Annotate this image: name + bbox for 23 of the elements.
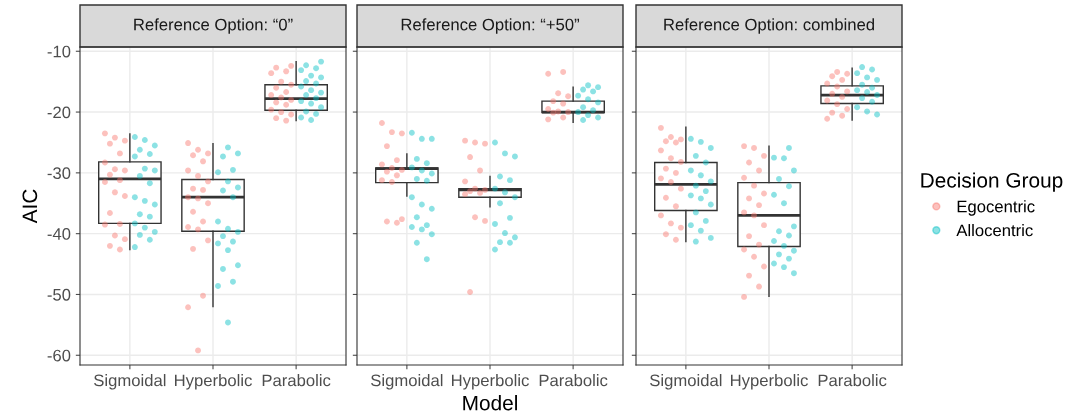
x-tick-label: Hyperbolic [731, 374, 808, 390]
x-tick-label: Parabolic [262, 374, 331, 387]
x-tick-label: Sigmoidal [650, 374, 722, 390]
legend-title: Decision Group [921, 172, 1063, 192]
y-axis-title: AIC [22, 189, 38, 224]
y-tick-label: -50 [47, 288, 71, 301]
chart-title: Reference Option: “0” [134, 18, 293, 34]
y-tick-label: -20 [47, 106, 71, 119]
x-tick-label: Parabolic [818, 374, 887, 387]
chart-title: Reference Option: combined [664, 18, 875, 34]
x-axis-title: Model [463, 395, 517, 411]
x-tick-label: Hyperbolic [175, 374, 252, 390]
x-tick-label: Hyperbolic [452, 374, 529, 390]
x-tick-label: Sigmoidal [94, 374, 166, 390]
x-tick-label: Sigmoidal [371, 374, 443, 390]
y-tick-label: -40 [47, 228, 71, 240]
y-tick-label: -10 [47, 45, 71, 58]
y-tick-label: -60 [47, 349, 71, 362]
y-tick-label: -30 [47, 167, 71, 180]
legend-label: Allocentric [956, 224, 1033, 237]
chart-title: Reference Option: “+50” [401, 18, 580, 34]
x-tick-label: Parabolic [539, 374, 608, 387]
legend-label: Egocentric [957, 200, 1035, 216]
